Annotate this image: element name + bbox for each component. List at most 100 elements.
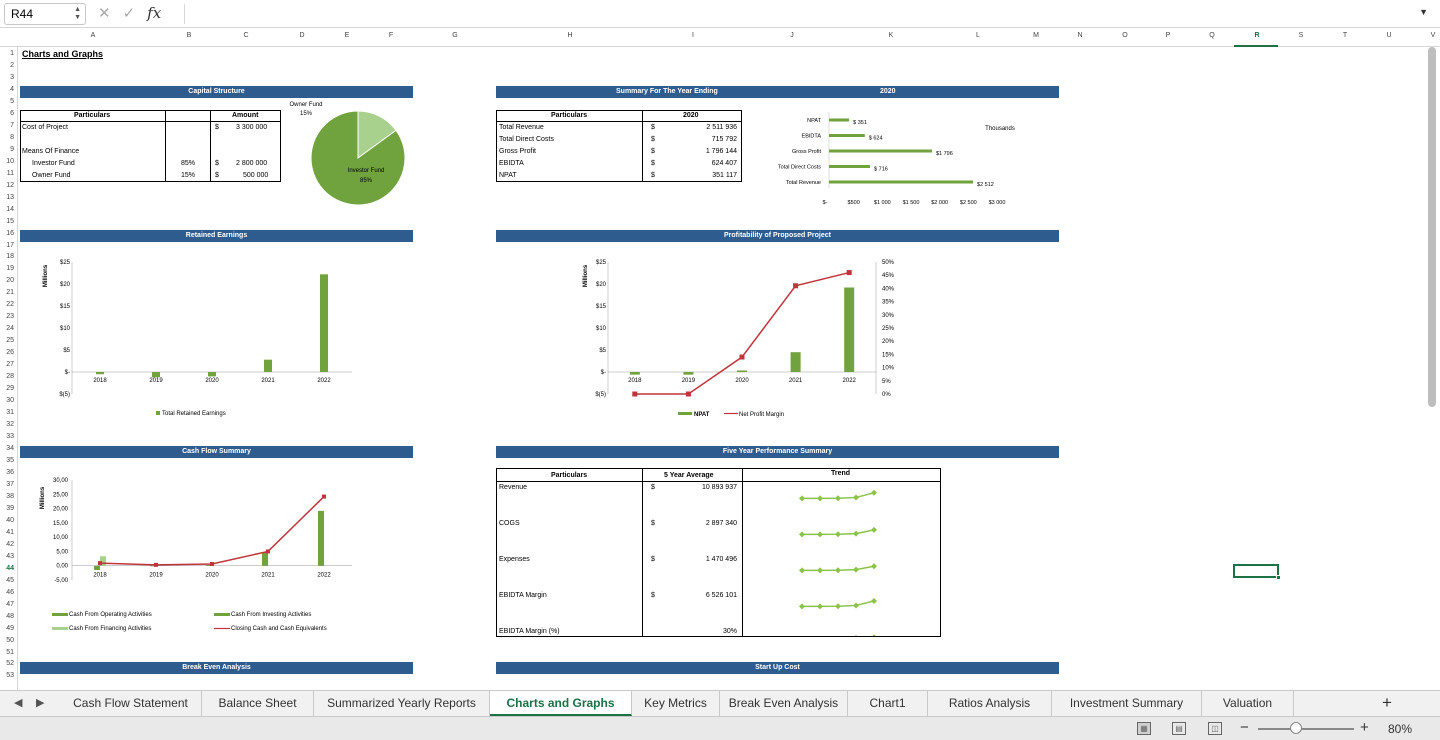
row-header[interactable]: 23 — [6, 313, 14, 321]
row-header[interactable]: 33 — [6, 433, 14, 441]
profitability-chart[interactable]: Millions $(5) $- $5 $10 $15 $20 $25 0% 5% 10% 15% 20… — [576, 252, 916, 422]
row-header[interactable]: 32 — [6, 421, 14, 429]
row-header[interactable]: 31 — [6, 409, 14, 417]
column-header[interactable]: T — [1342, 32, 1348, 39]
zoom-slider-knob[interactable] — [1290, 722, 1302, 734]
zoom-in-icon[interactable]: + — [1360, 719, 1369, 736]
row-header[interactable]: 2 — [10, 61, 14, 69]
cashflow-closing-point[interactable] — [154, 562, 158, 567]
row-header[interactable]: 46 — [6, 588, 14, 596]
row-header[interactable]: 53 — [6, 672, 14, 680]
row-header[interactable]: 52 — [6, 660, 14, 668]
column-header[interactable]: N — [1077, 32, 1083, 39]
column-header[interactable]: R — [1254, 32, 1260, 39]
cashflow-bar[interactable] — [206, 564, 212, 566]
column-header[interactable]: B — [186, 32, 192, 39]
hbar-bar[interactable] — [829, 149, 932, 153]
row-header[interactable]: 7 — [10, 121, 14, 129]
row-header[interactable]: 35 — [6, 456, 14, 464]
row-header[interactable]: 11 — [6, 169, 14, 177]
page-layout-icon[interactable]: ▤ — [1172, 722, 1186, 735]
tab-investment-summary[interactable]: Investment Summary — [1052, 691, 1202, 716]
cashflow-bar[interactable] — [318, 510, 324, 566]
row-header[interactable]: 1 — [10, 50, 14, 57]
cashflow-bar[interactable] — [100, 556, 106, 566]
tab-balance-sheet[interactable]: Balance Sheet — [202, 691, 314, 716]
column-header[interactable]: S — [1298, 32, 1304, 39]
row-header[interactable]: 24 — [6, 325, 14, 333]
pie-slice[interactable] — [310, 110, 406, 206]
tab-chart1[interactable]: Chart1 — [848, 691, 928, 716]
row-header[interactable]: 3 — [10, 73, 14, 81]
row-header[interactable]: 5 — [10, 97, 14, 105]
row-header[interactable]: 12 — [6, 181, 14, 189]
enter-icon[interactable]: ✓ — [122, 5, 136, 22]
profit-margin-line[interactable] — [634, 271, 850, 395]
hbar-bar[interactable] — [829, 180, 974, 184]
tab-cash-flow-statement[interactable]: Cash Flow Statement — [60, 691, 202, 716]
column-header[interactable]: V — [1430, 32, 1436, 39]
row-header[interactable]: 16 — [6, 229, 14, 237]
selected-cell[interactable] — [1233, 564, 1281, 580]
row-header[interactable]: 39 — [6, 504, 14, 512]
retained-bar[interactable] — [152, 372, 160, 378]
row-header[interactable]: 30 — [6, 397, 14, 405]
row-header[interactable]: 34 — [6, 445, 14, 452]
column-header[interactable]: G — [452, 32, 458, 39]
retained-bar[interactable] — [264, 359, 272, 372]
row-header[interactable]: 45 — [6, 576, 14, 584]
retained-bar[interactable] — [208, 372, 216, 377]
tab-scroll-left-icon[interactable]: ◀ — [14, 697, 23, 709]
cashflow-closing-point[interactable] — [266, 549, 270, 554]
hbar-bar[interactable] — [829, 165, 871, 168]
name-box-stepper-icon[interactable]: ▲ ▼ — [74, 6, 81, 21]
summary-bar-chart[interactable]: NPAT $ 351 EBIDTA $ 624 Gross Profit $1 796 To… — [740, 110, 1060, 210]
row-header[interactable]: 29 — [6, 385, 14, 393]
column-header[interactable]: J — [790, 32, 794, 39]
capital-pie-chart[interactable]: Owner Fund 15% Investor Fund 85% — [284, 98, 414, 210]
row-header[interactable]: 15 — [6, 217, 14, 225]
column-header[interactable]: A — [90, 32, 96, 39]
row-header[interactable]: 51 — [6, 648, 14, 656]
page-break-icon[interactable]: ◫ — [1208, 722, 1222, 735]
tab-scroll-right-icon[interactable]: ▶ — [36, 697, 45, 709]
formula-expand-icon[interactable]: ▼ — [1419, 7, 1428, 17]
tab-key-metrics[interactable]: Key Metrics — [632, 691, 720, 716]
row-header[interactable]: 40 — [6, 516, 14, 524]
row-header[interactable]: 18 — [6, 253, 14, 261]
hbar-bar[interactable] — [829, 118, 850, 122]
profit-npat-bar[interactable] — [790, 352, 801, 372]
row-header[interactable]: 37 — [6, 480, 14, 488]
name-box[interactable]: R44 ▲ ▼ — [4, 3, 86, 25]
row-header[interactable]: 43 — [6, 552, 14, 560]
profit-npat-bar[interactable] — [629, 372, 640, 375]
tab-ratios-analysis[interactable]: Ratios Analysis — [928, 691, 1052, 716]
cashflow-closing-line[interactable] — [99, 496, 325, 566]
fill-handle[interactable] — [1276, 575, 1281, 580]
tab-valuation[interactable]: Valuation — [1202, 691, 1294, 716]
row-header[interactable]: 4 — [10, 85, 14, 93]
row-header[interactable]: 19 — [6, 265, 14, 273]
row-header[interactable]: 28 — [6, 373, 14, 381]
profit-margin-point[interactable] — [739, 354, 745, 360]
tab-break-even-analysis[interactable]: Break Even Analysis — [720, 691, 848, 716]
row-header[interactable]: 9 — [10, 145, 14, 153]
row-header[interactable]: 17 — [6, 241, 14, 249]
zoom-slider[interactable] — [1258, 728, 1354, 730]
row-header[interactable]: 36 — [6, 468, 14, 476]
row-header[interactable]: 50 — [6, 636, 14, 644]
row-header[interactable]: 22 — [6, 301, 14, 309]
row-header[interactable]: 26 — [6, 349, 14, 357]
row-header[interactable]: 6 — [10, 109, 14, 117]
cashflow-bar[interactable] — [150, 565, 156, 567]
retained-earnings-chart[interactable]: Millions $(5) $- $5 $10 $15 $20 $25 2018 2019 2020… — [36, 252, 356, 422]
column-header[interactable]: U — [1386, 32, 1392, 39]
column-header[interactable]: C — [243, 32, 249, 39]
column-header[interactable]: E — [344, 32, 350, 39]
row-header[interactable]: 47 — [6, 600, 14, 608]
retained-bar[interactable] — [320, 274, 328, 372]
cashflow-bar[interactable] — [262, 552, 268, 566]
row-header[interactable]: 49 — [6, 624, 14, 632]
retained-bar[interactable] — [96, 372, 104, 375]
profit-npat-bar[interactable] — [737, 370, 747, 372]
